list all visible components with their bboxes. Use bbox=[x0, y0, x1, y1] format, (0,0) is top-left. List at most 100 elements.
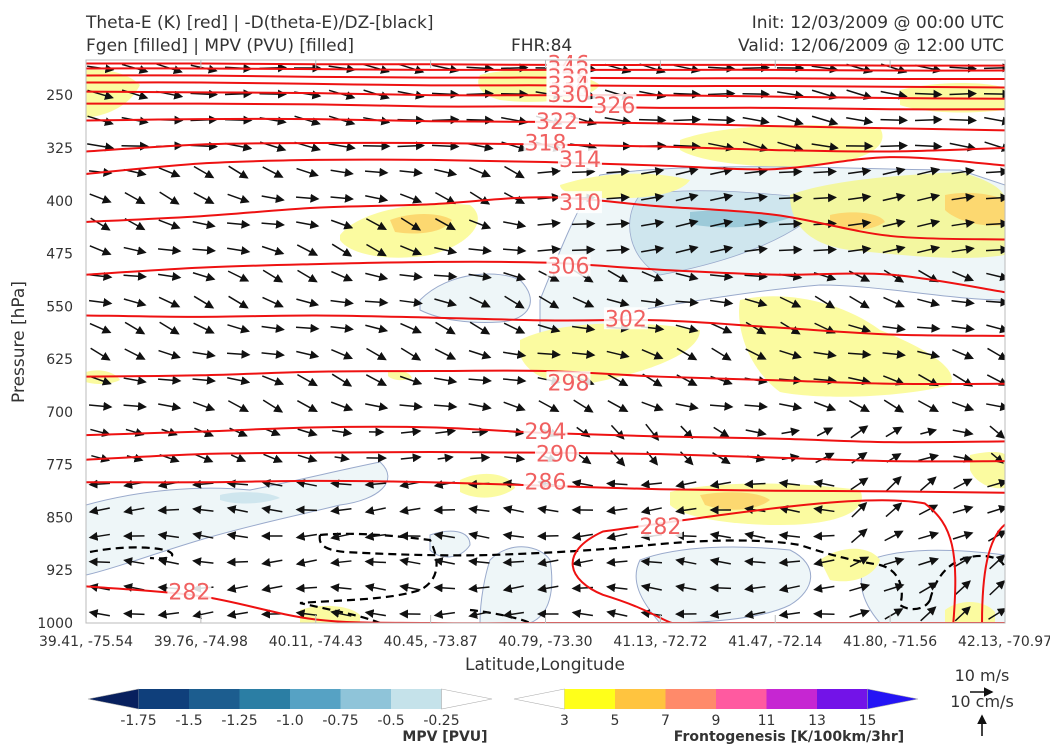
wind-vector bbox=[986, 324, 1005, 334]
wind-vector bbox=[537, 167, 561, 177]
contour-label: 326 bbox=[593, 94, 635, 119]
wind-vector bbox=[192, 505, 214, 515]
wind-vector bbox=[986, 272, 1005, 282]
wind-vector bbox=[433, 583, 456, 593]
wind-vector bbox=[989, 425, 1005, 439]
wind-vector bbox=[296, 298, 320, 308]
wind-vector bbox=[989, 554, 1005, 570]
wind-vector bbox=[295, 609, 318, 619]
wind-vector bbox=[984, 116, 1005, 126]
y-tick-label: 325 bbox=[46, 141, 73, 157]
wind-vector bbox=[157, 505, 180, 515]
wind-vector bbox=[571, 609, 594, 619]
colorbar-tick-label: -1.5 bbox=[175, 713, 202, 729]
frontogenesis-colorbar: 3 5 7 9 11 13 15 bbox=[513, 688, 919, 729]
wind-vector bbox=[744, 167, 768, 177]
wind-vector bbox=[572, 324, 596, 333]
wind-vector bbox=[675, 272, 699, 282]
wind-vector bbox=[811, 115, 839, 126]
wind-vector bbox=[502, 557, 525, 567]
wind-vector bbox=[744, 271, 768, 281]
wind-vector bbox=[918, 582, 938, 594]
wind-vector bbox=[606, 532, 628, 541]
wind-vector bbox=[434, 168, 458, 178]
wind-vector bbox=[399, 505, 421, 515]
wind-vector bbox=[400, 322, 422, 334]
wind-vector bbox=[224, 89, 253, 99]
wind-vector bbox=[192, 610, 214, 619]
wind-vector bbox=[400, 427, 422, 437]
wind-vector bbox=[606, 583, 628, 593]
wind-vector bbox=[914, 89, 943, 99]
contour-label: 294 bbox=[525, 420, 567, 445]
wind-vector bbox=[365, 402, 389, 412]
wind-vector bbox=[230, 453, 247, 463]
wind-vector bbox=[813, 193, 837, 203]
wind-vector bbox=[709, 583, 732, 593]
wind-vector bbox=[227, 400, 249, 412]
wind-vector bbox=[985, 245, 1005, 255]
wind-vector bbox=[262, 296, 284, 308]
wind-vector bbox=[159, 321, 180, 335]
wind-vector bbox=[987, 478, 1005, 488]
wind-vector bbox=[951, 167, 975, 176]
wind-vector bbox=[330, 583, 352, 593]
wind-vector bbox=[675, 192, 699, 202]
theta-e-contour bbox=[571, 499, 957, 623]
contour-label-bg bbox=[557, 191, 602, 214]
colorbar-swatch bbox=[239, 689, 290, 709]
wind-vector bbox=[987, 530, 1005, 542]
wind-vector bbox=[158, 219, 181, 230]
wind-vector bbox=[952, 270, 974, 282]
colorbar-extend-high bbox=[441, 688, 493, 710]
wind-vector bbox=[263, 453, 283, 464]
wind-vector bbox=[227, 246, 251, 256]
wind-vector bbox=[744, 610, 766, 619]
wind-vector bbox=[226, 479, 249, 489]
colorbar-swatch bbox=[189, 689, 240, 709]
wind-vector bbox=[813, 350, 837, 359]
wind-vector bbox=[537, 531, 559, 541]
vector-key-horizontal-label: 10 m/s bbox=[955, 666, 1010, 685]
wind-vector bbox=[159, 191, 180, 205]
wind-vector bbox=[778, 505, 800, 514]
colorbar-extend-low bbox=[87, 688, 139, 710]
mpv-region bbox=[86, 461, 389, 576]
wind-vector bbox=[779, 349, 802, 360]
wind-vector bbox=[849, 582, 871, 592]
colorbar-swatch bbox=[716, 689, 767, 709]
wind-vector bbox=[917, 400, 939, 412]
wind-vector bbox=[709, 480, 731, 489]
mpv-region bbox=[479, 546, 553, 623]
wind-vector bbox=[641, 349, 664, 360]
wind-vector bbox=[89, 193, 112, 204]
wind-vector bbox=[295, 193, 320, 203]
wind-vector bbox=[571, 167, 596, 177]
y-tick-label: 1000 bbox=[37, 616, 73, 632]
wind-vector bbox=[917, 218, 941, 228]
wind-vector bbox=[158, 402, 182, 412]
wind-vector bbox=[951, 323, 975, 333]
wind-vector bbox=[848, 245, 872, 254]
wind-vector bbox=[364, 479, 387, 489]
wind-vector bbox=[399, 583, 421, 592]
wind-vector bbox=[538, 400, 560, 412]
stability-contour bbox=[299, 532, 438, 623]
wind-vector bbox=[641, 218, 665, 228]
wind-vector bbox=[710, 166, 734, 176]
wind-vector bbox=[778, 193, 803, 203]
wind-vector bbox=[882, 192, 906, 202]
wind-vector bbox=[949, 115, 977, 125]
wind-vector bbox=[433, 531, 455, 541]
wind-vector bbox=[331, 427, 353, 437]
wind-vector bbox=[742, 63, 770, 73]
wind-vector bbox=[850, 477, 869, 491]
contour-label: 306 bbox=[547, 254, 589, 279]
wind-vector bbox=[777, 141, 804, 152]
wind-vector bbox=[744, 219, 768, 229]
wind-vector bbox=[435, 218, 456, 231]
wind-vector bbox=[985, 167, 1005, 177]
wind-vector bbox=[226, 219, 251, 229]
wind-vector bbox=[885, 502, 903, 518]
wind-vector bbox=[503, 401, 526, 412]
